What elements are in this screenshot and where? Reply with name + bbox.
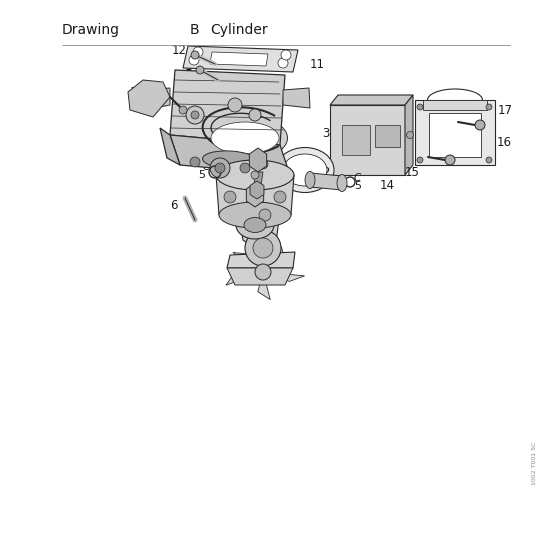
Polygon shape — [233, 253, 263, 272]
Polygon shape — [183, 46, 298, 72]
Circle shape — [253, 203, 277, 227]
Polygon shape — [429, 113, 481, 157]
Circle shape — [190, 157, 200, 167]
Circle shape — [186, 106, 204, 124]
Text: 14: 14 — [380, 179, 395, 192]
Text: 4: 4 — [332, 175, 339, 189]
Polygon shape — [423, 100, 487, 110]
Polygon shape — [283, 88, 310, 108]
Polygon shape — [249, 148, 267, 172]
Circle shape — [253, 238, 273, 258]
Circle shape — [417, 104, 423, 110]
Ellipse shape — [219, 202, 291, 228]
Ellipse shape — [203, 151, 258, 169]
Ellipse shape — [244, 217, 266, 232]
Polygon shape — [330, 95, 413, 105]
Polygon shape — [330, 105, 405, 175]
Polygon shape — [210, 52, 268, 66]
Circle shape — [258, 159, 268, 169]
Circle shape — [224, 191, 236, 203]
Polygon shape — [250, 181, 264, 199]
Text: 1: 1 — [184, 59, 192, 72]
Polygon shape — [226, 272, 263, 285]
Text: 13: 13 — [130, 86, 145, 99]
Circle shape — [251, 171, 259, 179]
Circle shape — [191, 111, 199, 119]
Polygon shape — [170, 135, 290, 175]
Ellipse shape — [283, 154, 327, 186]
Polygon shape — [128, 80, 170, 117]
Polygon shape — [240, 212, 280, 252]
Circle shape — [210, 158, 230, 178]
Ellipse shape — [211, 122, 279, 154]
Polygon shape — [170, 70, 285, 145]
Polygon shape — [342, 125, 370, 155]
Circle shape — [255, 264, 271, 280]
Circle shape — [189, 55, 199, 65]
Text: Cylinder: Cylinder — [210, 23, 268, 37]
Polygon shape — [253, 172, 263, 185]
Polygon shape — [227, 252, 295, 268]
Text: B: B — [190, 23, 199, 37]
Text: 10: 10 — [225, 194, 240, 207]
Circle shape — [179, 106, 187, 114]
Text: 11: 11 — [310, 58, 325, 71]
Circle shape — [249, 109, 261, 121]
Ellipse shape — [305, 171, 315, 189]
Text: 17: 17 — [468, 146, 483, 158]
Circle shape — [486, 157, 492, 163]
Polygon shape — [227, 268, 293, 285]
Text: 12: 12 — [172, 44, 187, 57]
Polygon shape — [415, 100, 495, 165]
Text: 6: 6 — [170, 198, 178, 212]
Polygon shape — [375, 125, 400, 147]
Circle shape — [417, 157, 423, 163]
Text: 5: 5 — [354, 181, 361, 191]
Ellipse shape — [276, 147, 334, 193]
Text: 2: 2 — [322, 166, 329, 179]
Text: 3: 3 — [322, 127, 329, 139]
Circle shape — [215, 163, 225, 173]
Polygon shape — [246, 183, 264, 207]
Circle shape — [259, 209, 271, 221]
Ellipse shape — [337, 175, 347, 192]
Text: 16: 16 — [497, 136, 512, 148]
Text: 1002 T001 SC: 1002 T001 SC — [533, 442, 538, 485]
Polygon shape — [263, 247, 284, 272]
Text: 17: 17 — [498, 104, 513, 116]
Circle shape — [240, 163, 250, 173]
Text: 7: 7 — [270, 184, 278, 197]
Circle shape — [278, 58, 288, 68]
Text: 15: 15 — [405, 166, 420, 179]
Text: C: C — [354, 173, 361, 183]
Text: 5: 5 — [198, 170, 205, 180]
Circle shape — [228, 98, 242, 112]
Circle shape — [445, 155, 455, 165]
Text: 9: 9 — [268, 226, 276, 240]
Text: 8: 8 — [270, 148, 277, 161]
Ellipse shape — [216, 160, 294, 190]
Circle shape — [245, 230, 281, 266]
Circle shape — [475, 120, 485, 130]
Circle shape — [407, 132, 413, 138]
Circle shape — [193, 47, 203, 57]
Circle shape — [196, 66, 204, 74]
Circle shape — [486, 104, 492, 110]
Polygon shape — [310, 173, 342, 190]
Circle shape — [281, 50, 291, 60]
Polygon shape — [263, 272, 305, 281]
Ellipse shape — [203, 115, 287, 161]
Polygon shape — [258, 272, 270, 300]
Polygon shape — [160, 128, 180, 165]
Circle shape — [191, 51, 199, 59]
Polygon shape — [216, 175, 294, 215]
Text: C: C — [203, 162, 210, 172]
Circle shape — [274, 191, 286, 203]
Text: Drawing: Drawing — [62, 23, 120, 37]
Ellipse shape — [236, 211, 274, 239]
Polygon shape — [405, 95, 413, 175]
Polygon shape — [143, 88, 170, 110]
